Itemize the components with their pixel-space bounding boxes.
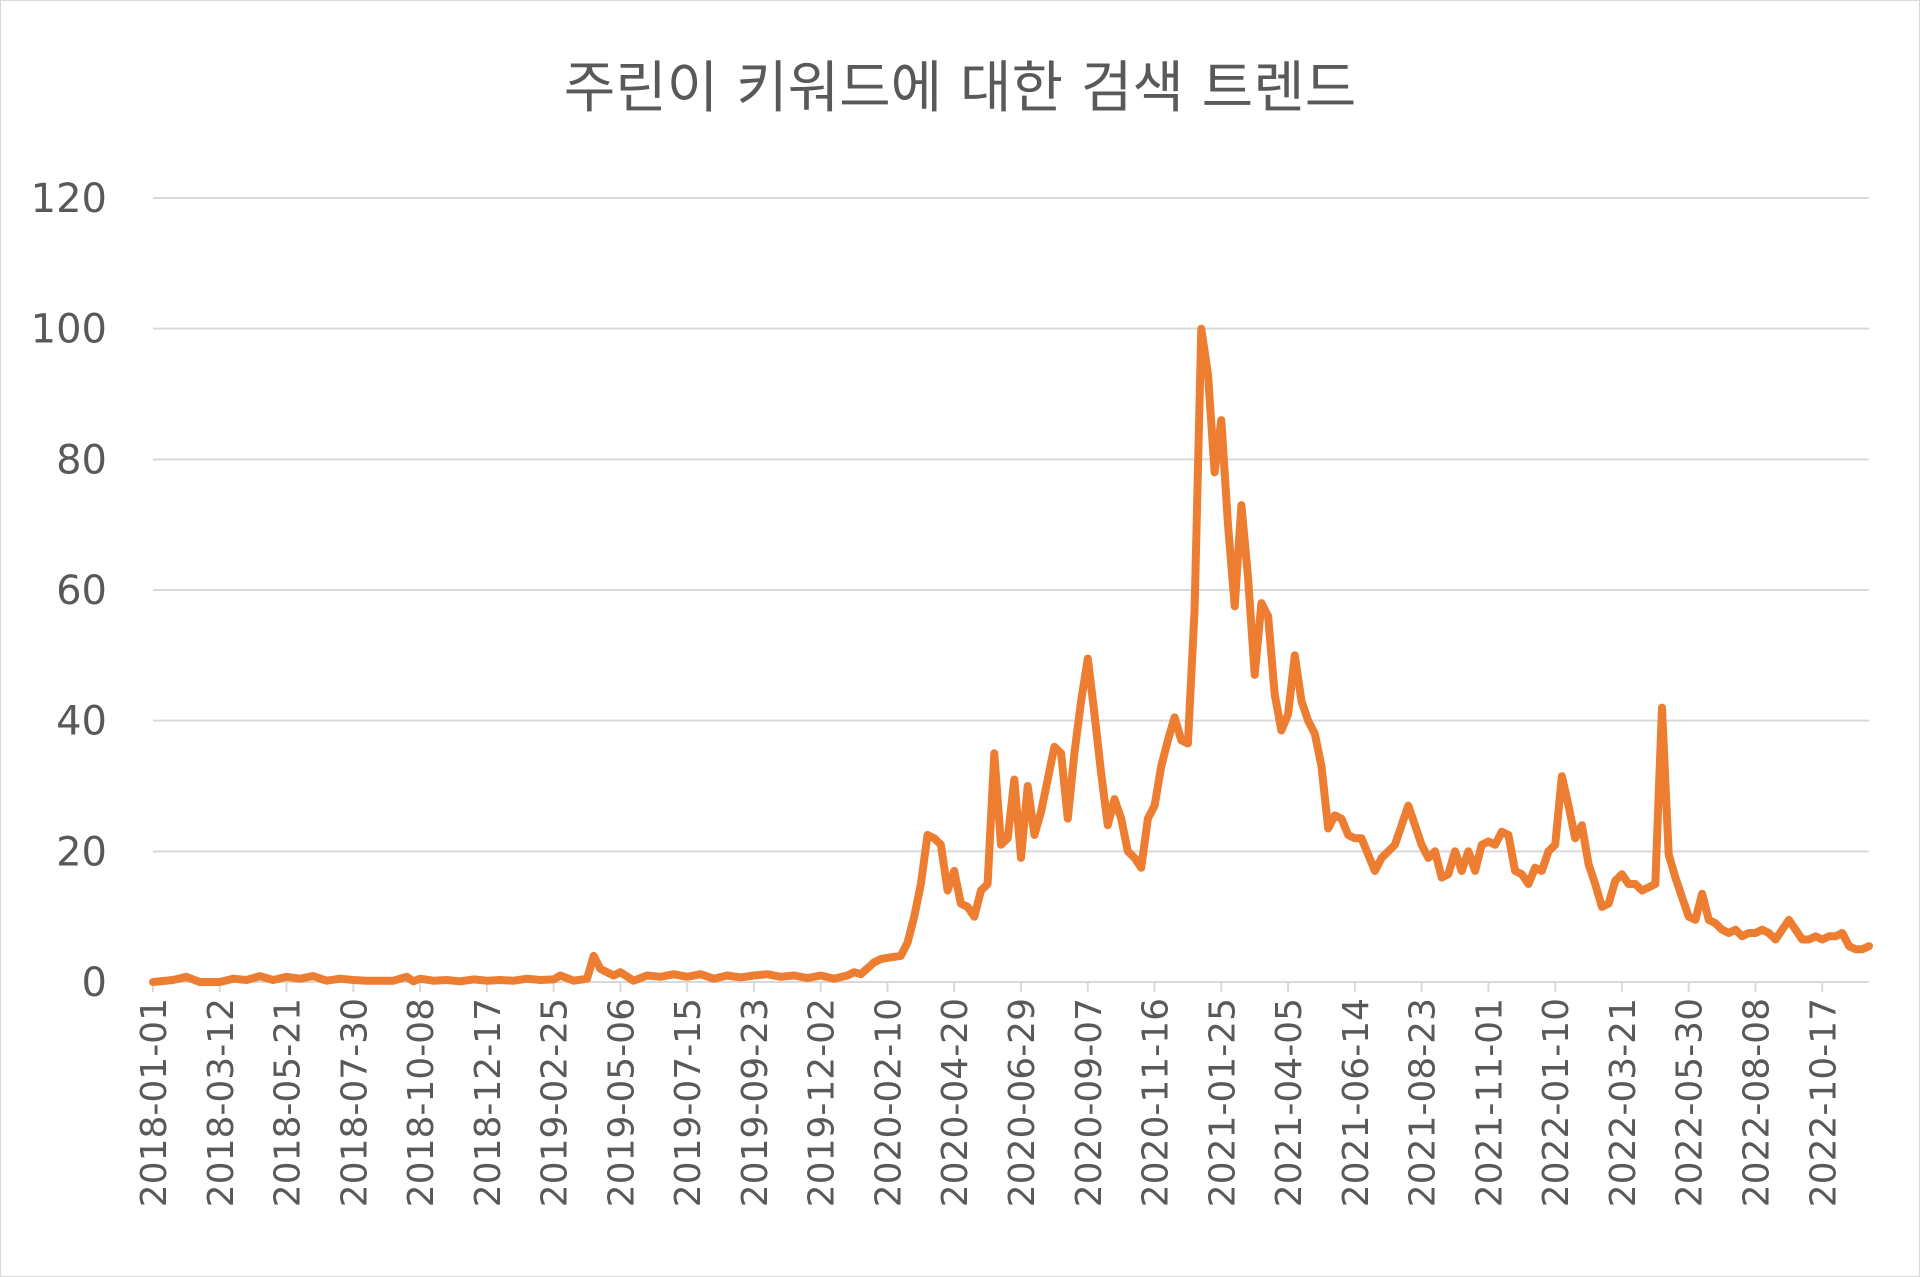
- x-tick-label: 2022-01-10: [1536, 998, 1577, 1207]
- x-axis-ticks: 2018-01-01 2018-03-12 2018-05-21 2018-07-30…: [134, 982, 1844, 1207]
- y-tick-label: 120: [31, 176, 107, 222]
- series-group: [149, 324, 1873, 986]
- x-tick-label: 2020-06-29: [1002, 998, 1043, 1207]
- x-tick-label: 2022-10-17: [1803, 998, 1844, 1207]
- x-tick-label: 2020-11-16: [1136, 998, 1177, 1207]
- x-tick-label: 2018-12-17: [468, 998, 509, 1207]
- y-tick-label: 60: [56, 568, 107, 614]
- y-tick-label: 0: [82, 960, 107, 1006]
- y-tick-label: 80: [56, 437, 107, 483]
- x-tick-label: 2019-09-23: [735, 998, 776, 1207]
- x-tick-label: 2018-03-12: [201, 998, 242, 1207]
- x-tick-label: 2018-10-08: [401, 998, 442, 1207]
- y-axis-ticks: 0 20 40 60 80 100 120: [31, 176, 107, 1006]
- x-tick-label: 2019-07-15: [668, 998, 709, 1207]
- y-tick-label: 20: [56, 829, 107, 875]
- x-tick-label: 2020-09-07: [1069, 998, 1110, 1207]
- x-tick-label: 2021-01-25: [1202, 998, 1243, 1207]
- x-tick-label: 2019-12-02: [802, 998, 843, 1207]
- x-tick-label: 2018-01-01: [134, 998, 175, 1207]
- x-tick-label: 2021-04-05: [1269, 998, 1310, 1207]
- x-tick-label: 2018-07-30: [334, 998, 375, 1207]
- x-tick-label: 2018-05-21: [268, 998, 309, 1207]
- gridlines: [153, 197, 1869, 983]
- series-line: [149, 324, 1873, 986]
- x-tick-label: 2019-05-06: [601, 998, 642, 1207]
- x-tick-label: 2022-03-21: [1603, 998, 1644, 1207]
- x-tick-label: 2020-02-10: [868, 998, 909, 1207]
- x-tick-label: 2019-02-25: [535, 998, 576, 1207]
- x-tick-label: 2020-04-20: [935, 998, 976, 1207]
- y-tick-label: 40: [56, 699, 107, 745]
- chart-title: 주린이 키워드에 대한 검색 트렌드: [564, 56, 1356, 121]
- x-tick-label: 2021-06-14: [1336, 998, 1377, 1207]
- y-tick-label: 100: [31, 307, 107, 353]
- x-tick-label: 2022-08-08: [1736, 998, 1777, 1207]
- x-tick-label: 2021-11-01: [1469, 998, 1510, 1207]
- x-tick-label: 2021-08-23: [1403, 998, 1444, 1207]
- x-tick-label: 2022-05-30: [1670, 998, 1711, 1207]
